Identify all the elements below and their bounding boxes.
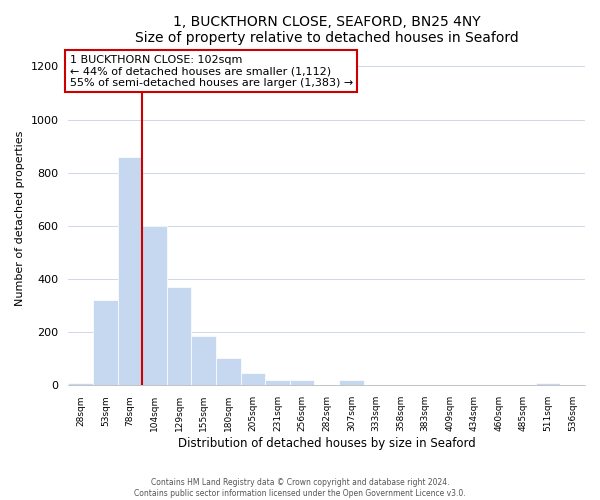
Bar <box>142 226 167 386</box>
Bar <box>241 374 265 386</box>
Bar <box>191 336 216 386</box>
Bar <box>216 358 241 386</box>
Bar <box>118 157 142 386</box>
X-axis label: Distribution of detached houses by size in Seaford: Distribution of detached houses by size … <box>178 437 476 450</box>
Bar <box>93 300 118 386</box>
Bar <box>68 382 93 386</box>
Text: Contains HM Land Registry data © Crown copyright and database right 2024.
Contai: Contains HM Land Registry data © Crown c… <box>134 478 466 498</box>
Y-axis label: Number of detached properties: Number of detached properties <box>15 130 25 306</box>
Title: 1, BUCKTHORN CLOSE, SEAFORD, BN25 4NY
Size of property relative to detached hous: 1, BUCKTHORN CLOSE, SEAFORD, BN25 4NY Si… <box>135 15 518 45</box>
Text: 1 BUCKTHORN CLOSE: 102sqm
← 44% of detached houses are smaller (1,112)
55% of se: 1 BUCKTHORN CLOSE: 102sqm ← 44% of detac… <box>70 54 353 88</box>
Bar <box>167 287 191 386</box>
Bar <box>265 380 290 386</box>
Bar <box>536 382 560 386</box>
Bar <box>290 380 314 386</box>
Bar <box>339 380 364 386</box>
